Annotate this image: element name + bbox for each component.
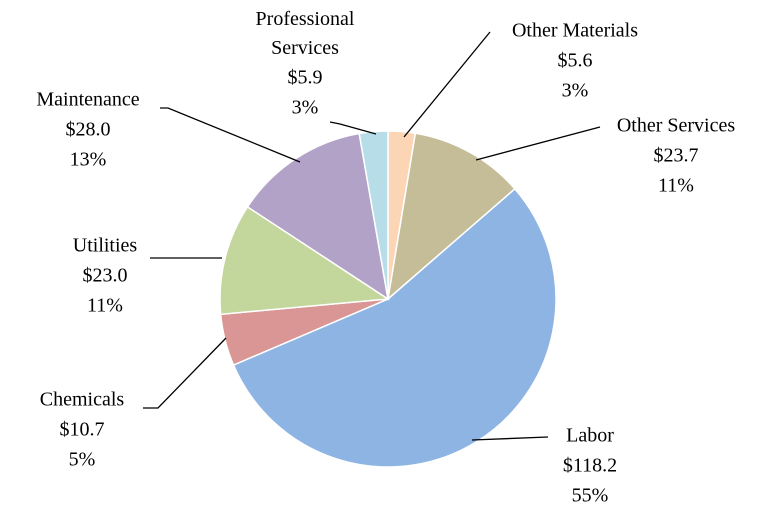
value-label: $5.6 [558, 50, 593, 72]
value-label: $23.7 [654, 145, 699, 167]
percent-label: 5% [69, 449, 96, 471]
leader-line [329, 121, 377, 135]
slice [232, 187, 557, 468]
percent-label: 55% [572, 485, 609, 507]
slice-label: Other Materials [512, 20, 638, 42]
leader-lines [143, 31, 601, 441]
leader-line [471, 436, 549, 441]
leader-line [143, 337, 227, 409]
percent-label: 11% [658, 175, 694, 197]
slice-label: Labor [566, 425, 614, 447]
leader-line [403, 31, 491, 138]
value-label: $10.7 [60, 419, 105, 441]
slice [246, 132, 390, 301]
slice [386, 132, 516, 301]
leader-line [475, 126, 601, 161]
value-label: $118.2 [563, 455, 617, 477]
value-label: $28.0 [66, 119, 111, 141]
percent-label: 3% [292, 97, 319, 119]
value-label: $5.9 [288, 67, 323, 89]
slice [219, 205, 391, 316]
value-label: $23.0 [83, 265, 128, 287]
leader-line [160, 107, 301, 163]
slice [358, 130, 389, 300]
percent-label: 13% [70, 149, 107, 171]
slices [219, 130, 557, 468]
slice-label: Utilities [73, 235, 138, 257]
percent-label: 3% [562, 80, 589, 102]
slice-label: Maintenance [36, 89, 139, 111]
slice-label: Other Services [617, 115, 736, 137]
slice-label: Professional Services [256, 8, 355, 59]
percent-label: 11% [87, 295, 123, 317]
slice-label: Chemicals [40, 389, 125, 411]
